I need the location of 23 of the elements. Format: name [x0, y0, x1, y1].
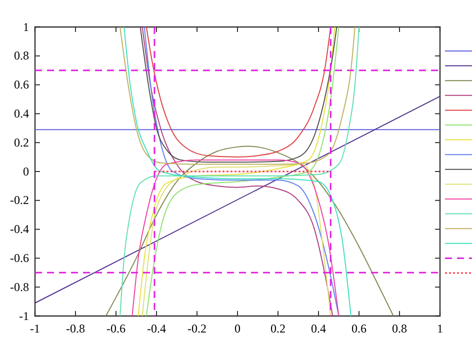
- y-tick-label: 0.8: [14, 48, 29, 63]
- y-tick-label: -0.2: [10, 193, 29, 208]
- x-tick-label: 0.2: [270, 322, 286, 336]
- x-tick-label: 0.8: [392, 322, 407, 336]
- x-tick-label: -0.6: [106, 322, 126, 336]
- y-tick-label: -0.4: [10, 222, 29, 236]
- x-tick-label: -0.8: [66, 322, 85, 336]
- y-tick-label: -0.6: [10, 251, 29, 266]
- x-tick-label: 1: [437, 322, 443, 336]
- y-tick-label: -1: [19, 308, 29, 323]
- x-tick-label: 0: [234, 322, 240, 336]
- x-tick-label: -0.4: [147, 322, 166, 336]
- x-tick-label: -0.2: [188, 322, 206, 336]
- line-series: [120, 27, 356, 165]
- x-tick-label: 0.4: [311, 322, 326, 336]
- line-series: [105, 146, 394, 316]
- y-tick-label: -0.8: [10, 280, 29, 294]
- x-tick-label: 0.6: [352, 322, 366, 336]
- y-tick-label: 1: [23, 20, 29, 34]
- y-tick-label: 0.4: [14, 106, 29, 121]
- y-tick-label: 0: [23, 164, 29, 178]
- y-tick-label: 0.2: [14, 135, 29, 150]
- y-tick-label: 0.6: [14, 78, 29, 92]
